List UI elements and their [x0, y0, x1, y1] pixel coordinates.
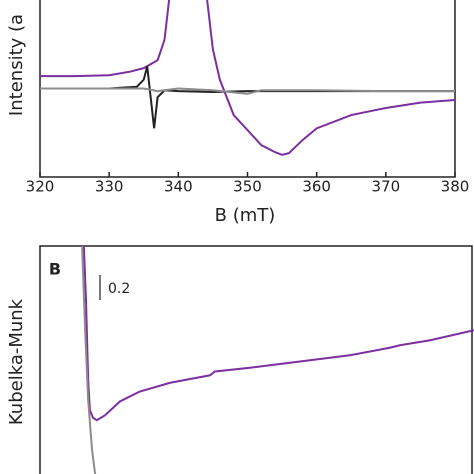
y-axis-label: Intensity (a	[6, 14, 27, 116]
spectrum-line	[81, 246, 97, 474]
y-axis-label: Kubelka-Munk	[6, 298, 27, 425]
spectrum-line	[82, 246, 474, 422]
scale-bar-label: 0.2	[108, 281, 130, 297]
x-tick-label: 330	[95, 178, 124, 196]
spectrum-line	[40, 87, 455, 95]
panel-label: B	[49, 260, 61, 279]
x-tick-label: 350	[233, 178, 262, 196]
x-tick-label: 340	[164, 178, 193, 196]
x-tick-label: 320	[26, 178, 55, 196]
x-axis-label: B (mT)	[215, 205, 276, 226]
plot-area	[40, 0, 455, 156]
x-tick-label: 370	[372, 178, 401, 196]
plot-area	[81, 246, 474, 474]
axis-frame-b	[39, 245, 473, 474]
spectrum-line	[40, 0, 455, 156]
x-tick-label: 380	[441, 178, 470, 196]
x-tick-label: 360	[302, 178, 331, 196]
